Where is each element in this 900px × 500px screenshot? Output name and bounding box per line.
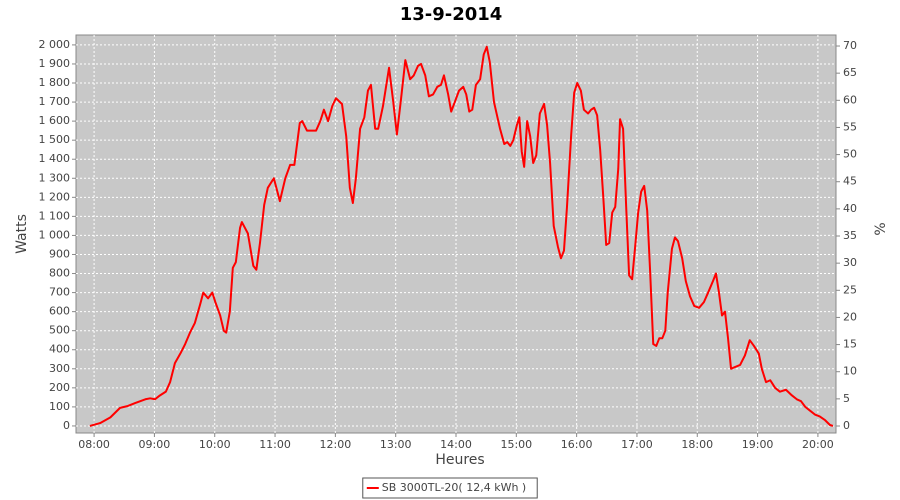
y-tick-label: 0 [63, 419, 70, 432]
data-line [89, 45, 834, 427]
x-tick-label: 18:00 [681, 438, 713, 451]
y2-tick-label: 0 [843, 419, 850, 432]
x-tick-label: 09:00 [139, 438, 171, 451]
y-axis-title: Watts [14, 214, 30, 254]
y-tick-label: 1 600 [39, 114, 71, 127]
x-tick-label: 20:00 [802, 438, 834, 451]
y2-tick-label: 20 [843, 310, 857, 323]
legend-label: SB 3000TL-20( 12,4 kWh ) [382, 481, 526, 494]
y-tick-label: 1 900 [39, 57, 71, 70]
x-tick-label: 11:00 [259, 438, 291, 451]
y-tick-label: 1 300 [39, 171, 71, 184]
y-tick-label: 1 800 [39, 76, 71, 89]
y-tick-label: 1 700 [39, 95, 71, 108]
x-tick-label: 10:00 [199, 438, 231, 451]
y-tick-label: 200 [49, 381, 70, 394]
y-tick-label: 900 [49, 247, 70, 260]
y-tick-label: 800 [49, 267, 70, 280]
y-tick-label: 1 500 [39, 133, 71, 146]
x-tick-label: 14:00 [440, 438, 472, 451]
y2-tick-label: 30 [843, 256, 857, 269]
x-tick-label: 19:00 [742, 438, 774, 451]
y2-tick-label: 50 [843, 148, 857, 161]
y2-tick-label: 45 [843, 175, 857, 188]
y-tick-label: 400 [49, 343, 70, 356]
y-tick-label: 2 000 [39, 38, 71, 51]
x-axis-title: Heures [435, 452, 484, 468]
x-tick-label: 15:00 [500, 438, 532, 451]
y-tick-label: 1 100 [39, 209, 71, 222]
y2-tick-label: 15 [843, 338, 857, 351]
y2-tick-label: 10 [843, 365, 857, 378]
y-tick-label: 500 [49, 324, 70, 337]
y2-tick-label: 25 [843, 283, 857, 296]
x-tick-label: 16:00 [561, 438, 593, 451]
y-tick-label: 100 [49, 400, 70, 413]
legend: SB 3000TL-20( 12,4 kWh ) [362, 477, 538, 499]
y-tick-label: 1 400 [39, 152, 71, 165]
chart-title: 13-9-2014 [400, 4, 503, 25]
y-tick-label: 1 200 [39, 190, 71, 203]
y2-tick-label: 65 [843, 66, 857, 79]
y-tick-label: 1 000 [39, 228, 71, 241]
y2-axis-title: % [873, 222, 889, 235]
y2-tick-label: 55 [843, 120, 857, 133]
legend-box [362, 477, 538, 499]
y2-tick-label: 40 [843, 202, 857, 215]
x-tick-label: 08:00 [78, 438, 110, 451]
y-tick-label: 600 [49, 305, 70, 318]
y2-tick-label: 35 [843, 229, 857, 242]
y2-tick-label: 5 [843, 392, 850, 405]
y-tick-label: 700 [49, 286, 70, 299]
x-tick-label: 12:00 [320, 438, 352, 451]
plot-area [75, 34, 837, 434]
y-tick-label: 300 [49, 362, 70, 375]
x-tick-label: 17:00 [621, 438, 653, 451]
x-tick-label: 13:00 [380, 438, 412, 451]
y2-tick-label: 70 [843, 39, 857, 52]
y2-tick-label: 60 [843, 93, 857, 106]
